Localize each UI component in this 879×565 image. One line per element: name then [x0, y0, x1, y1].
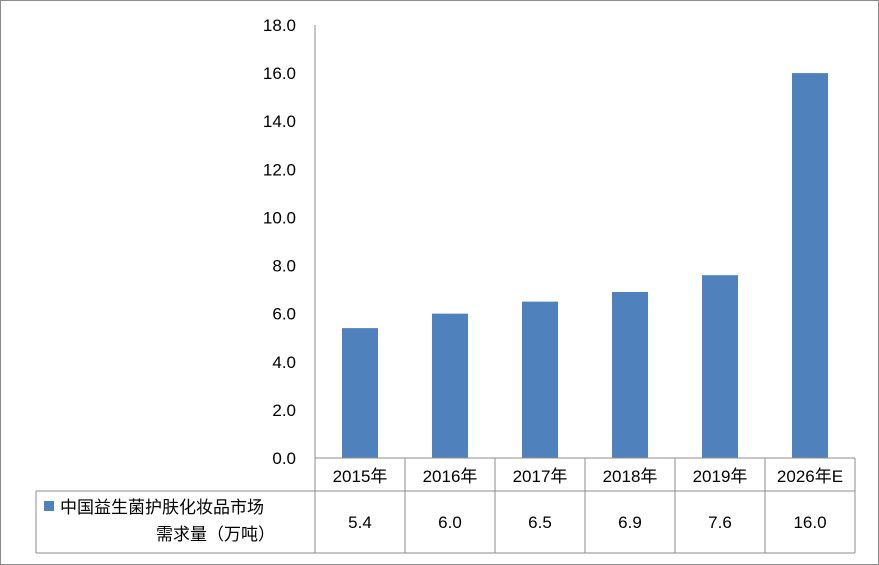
data-table-value: 6.5: [528, 513, 552, 532]
y-tick-label: 12.0: [263, 160, 296, 179]
legend-label-line-1: 中国益生菌护肤化妆品市场: [60, 498, 264, 517]
data-table-value: 6.0: [438, 513, 462, 532]
bar: [792, 73, 828, 458]
y-tick-label: 18.0: [263, 16, 296, 35]
x-category-label: 2015年: [333, 467, 388, 486]
legend-swatch: [44, 501, 54, 511]
x-category-label: 2018年: [603, 467, 658, 486]
y-tick-label: 2.0: [272, 401, 296, 420]
x-category-label: 2016年: [423, 467, 478, 486]
x-category-label: 2019年: [693, 467, 748, 486]
y-axis-tick-labels: 0.0 2.0 4.0 6.0 8.0 10.0 12.0 14.0 16.0 18.0: [263, 16, 296, 468]
bar: [432, 313, 468, 458]
data-table-value: 7.6: [708, 513, 732, 532]
y-tick-label: 0.0: [272, 449, 296, 468]
legend-label-line-2: 需求量（万吨）: [156, 525, 275, 544]
y-tick-label: 16.0: [263, 64, 296, 83]
bar: [522, 301, 558, 458]
bar-series: [342, 73, 828, 458]
legend: 中国益生菌护肤化妆品市场 需求量（万吨）: [44, 498, 275, 544]
x-category-label: 2026年E: [777, 467, 843, 486]
data-table: 2015年 5.4 2016年 6.0 2017年 6.5 2018年 6.9 2019年 7.6…: [35, 457, 856, 554]
y-tick-label: 10.0: [263, 208, 296, 227]
bar: [612, 292, 648, 458]
data-table-value: 16.0: [793, 513, 826, 532]
bar: [342, 328, 378, 458]
data-table-value: 5.4: [348, 513, 372, 532]
x-category-label: 2017年: [513, 467, 568, 486]
data-table-value: 6.9: [618, 513, 642, 532]
y-tick-label: 6.0: [272, 305, 296, 324]
bar: [702, 275, 738, 458]
y-tick-label: 8.0: [272, 257, 296, 276]
y-tick-label: 4.0: [272, 353, 296, 372]
y-tick-label: 14.0: [263, 112, 296, 131]
